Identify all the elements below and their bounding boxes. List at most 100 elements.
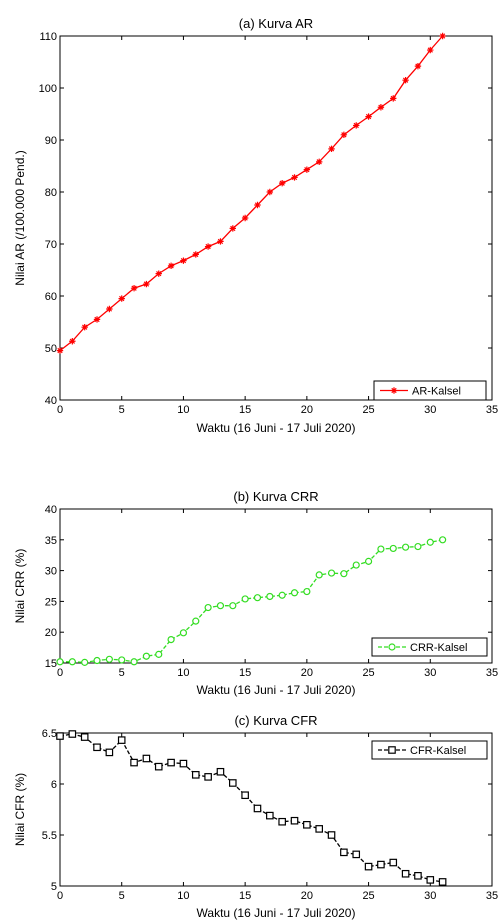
data-point [328, 145, 335, 153]
data-point [426, 538, 434, 546]
data-point [155, 270, 162, 277]
y-tick-label: 35 [45, 535, 57, 547]
data-point [438, 878, 447, 886]
x-tick-label: 10 [177, 404, 189, 416]
data-point [253, 804, 262, 813]
data-point [414, 871, 422, 880]
x-tick-label: 30 [424, 890, 436, 902]
data-point [217, 238, 224, 245]
data-point [106, 305, 113, 313]
data-point [130, 758, 138, 767]
legend-label: CFR-Kalsel [410, 745, 466, 757]
data-point [389, 544, 397, 553]
data-point [167, 758, 175, 767]
data-point [377, 860, 385, 869]
chart-title: (a) Kurva AR [239, 16, 313, 31]
data-point [81, 658, 89, 666]
data-point [352, 561, 360, 569]
data-point [142, 652, 150, 660]
legend-box [371, 637, 488, 657]
data-point [290, 816, 299, 825]
data-point [414, 62, 422, 70]
data-point [179, 629, 188, 637]
y-tick-label: 90 [45, 135, 57, 147]
chart-panel-0: (a) Kurva AR 0 5 10 15 20 25 30 35 40 50 60 70 80 90 10… [13, 16, 498, 435]
data-point [291, 174, 298, 181]
data-point [241, 791, 249, 800]
data-point [80, 733, 89, 741]
data-point [402, 543, 410, 551]
data-point [118, 656, 126, 664]
x-tick-label: 20 [301, 404, 313, 416]
data-point [204, 773, 212, 781]
x-tick-label: 35 [486, 404, 498, 416]
data-point [192, 617, 200, 625]
y-tick-label: 5 [51, 881, 57, 893]
data-point [68, 658, 76, 666]
y-tick-label: 100 [39, 83, 57, 95]
data-point [56, 658, 64, 666]
data-point [439, 536, 447, 544]
chart-title: (c) Kurva CFR [234, 713, 317, 728]
data-point [241, 214, 249, 222]
data-point [118, 295, 125, 302]
y-tick-label: 6 [51, 779, 57, 791]
data-point [229, 225, 236, 232]
data-point [266, 188, 274, 196]
data-point [93, 316, 101, 323]
data-point [143, 280, 150, 288]
data-point [389, 858, 398, 867]
data-point [142, 754, 151, 763]
data-point [402, 77, 409, 84]
plot-area [59, 508, 493, 664]
x-tick-label: 10 [177, 667, 189, 679]
chart-title: (b) Kurva CRR [233, 489, 318, 504]
data-point [388, 746, 396, 754]
data-point [377, 545, 385, 553]
y-tick-label: 6.5 [42, 728, 57, 740]
data-point [69, 338, 76, 345]
data-point [154, 762, 163, 771]
x-tick-label: 0 [57, 667, 63, 679]
x-tick-label: 15 [239, 404, 251, 416]
data-point [315, 571, 323, 579]
data-point [327, 569, 336, 577]
data-point [414, 542, 422, 551]
data-point [278, 179, 286, 187]
legend-label: CRR-Kalsel [410, 642, 467, 654]
x-axis-label: Waktu (16 Juni - 17 Juli 2020) [197, 421, 356, 435]
data-point [216, 767, 225, 776]
data-point [167, 635, 175, 644]
chart-panel-1: (b) Kurva CRR 0 5 10 15 20 25 30 35 15 20 25 30 35 40 W… [13, 489, 498, 697]
data-point [266, 592, 274, 601]
data-point [105, 655, 113, 663]
data-point [353, 122, 360, 129]
x-tick-label: 0 [57, 404, 63, 416]
data-point [130, 658, 138, 666]
x-tick-label: 0 [57, 890, 63, 902]
data-point [303, 587, 311, 596]
data-point [401, 869, 410, 878]
data-point [68, 730, 77, 738]
legend: CFR-Kalsel [371, 740, 488, 760]
y-tick-label: 25 [45, 596, 57, 608]
legend: CRR-Kalsel [371, 637, 488, 657]
y-tick-label: 5.5 [42, 830, 57, 842]
x-tick-label: 30 [424, 667, 436, 679]
data-point [365, 113, 372, 120]
x-tick-label: 15 [239, 890, 251, 902]
data-point [364, 862, 373, 871]
data-point [390, 95, 397, 102]
data-point [229, 779, 237, 787]
x-tick-label: 25 [362, 667, 374, 679]
data-point [303, 166, 311, 173]
y-tick-label: 40 [45, 504, 57, 516]
data-point [56, 347, 64, 354]
data-point [216, 602, 225, 610]
data-point [352, 850, 361, 859]
data-point [253, 594, 262, 602]
legend-box [371, 740, 488, 760]
data-point [303, 820, 311, 829]
data-point [427, 46, 434, 54]
